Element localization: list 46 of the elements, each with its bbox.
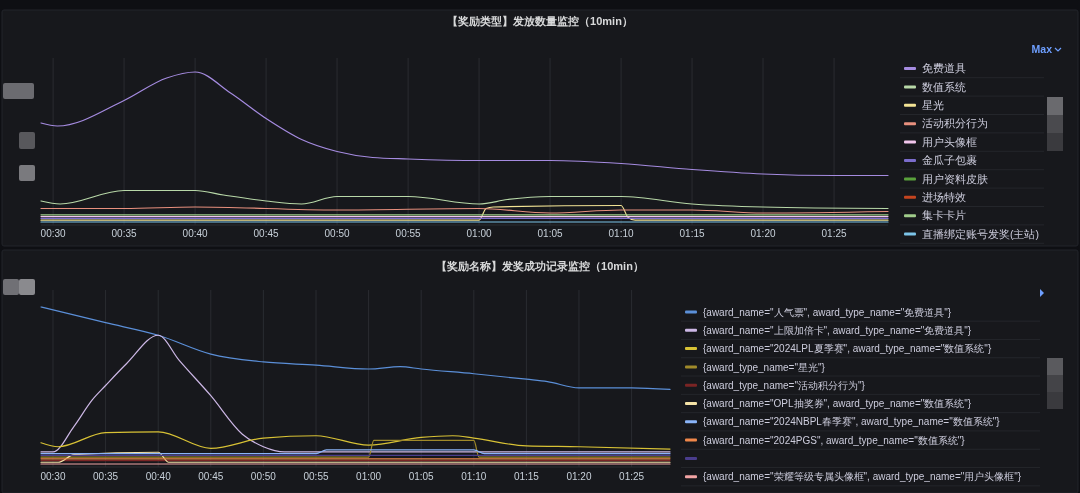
legend-label: 用户资料皮肤 [922,172,988,185]
legend-label: {award_name="2024LPL夏季赛", award_type_name="数值系统"} [703,343,992,355]
legend-label: 金瓜子包裹 [922,154,977,167]
x-tick-label: 00:45 [253,228,280,239]
x-tick-label: 01:25 [619,471,645,482]
x-tick-label: 01:00 [466,228,493,239]
legend-label: {award_name="人气票", award_type_name="免费道具"} [703,306,952,318]
legend-label: 星光 [922,99,944,112]
text: Max [1031,43,1053,55]
x-tick-label: 01:15 [679,228,705,239]
x-tick-label: 00:45 [198,471,224,482]
x-tick-label: 01:25 [821,228,848,239]
x-tick-label: 01:20 [750,228,776,239]
x-tick-label: 01:00 [356,471,382,482]
x-tick-label: 01:05 [537,228,563,239]
x-tick-label: 00:50 [250,471,277,482]
x-tick-label: 01:05 [408,471,435,482]
x-tick-label: 01:10 [461,471,487,482]
x-tick-label: 00:30 [40,471,66,482]
legend-label: 集卡卡片 [922,209,966,222]
legend-label: 数值系统 [922,80,966,93]
x-tick-label: 00:35 [111,228,138,239]
x-tick-label: 01:10 [608,228,635,239]
x-tick-label: 00:40 [145,471,172,482]
x-tick-label: 00:30 [40,228,67,239]
x-tick-label: 00:40 [182,228,209,239]
x-tick-label: 00:35 [93,471,119,482]
legend-label: 用户头像框 [922,135,977,148]
legend-label: {award_type_name="活动积分行为"} [703,379,866,391]
chart-title: 【奖励类型】发放数量监控（10min） [447,15,633,28]
legend-label: {award_name="2024NBPL春季赛", award_type_name="数值系统"} [703,416,1001,428]
x-tick-label: 01:20 [566,471,592,482]
legend-label: {award_name="荣耀等级专属头像框", award_type_name="用户头像框"} [703,471,1022,483]
x-tick-label: 00:55 [303,471,329,482]
chart-title: 【奖励名称】发奖成功记录监控（10min） [436,260,644,273]
legend-label: {award_name="2024PGS", award_type_name="数值系统"} [703,434,966,446]
legend-label: 活动积分行为 [922,117,988,130]
legend-label: {award_name="上限加倍卡", award_type_name="免费道具"} [703,324,972,336]
x-tick-label: 00:50 [324,228,350,239]
legend-label: 免费道具 [922,62,966,75]
legend-label: 进场特效 [922,191,966,204]
legend-label: {award_type_name="星光"} [703,361,826,373]
legend-label: 直播绑定账号发奖(主站) [922,227,1039,240]
x-tick-label: 01:15 [513,471,540,482]
x-tick-label: 00:55 [395,228,422,239]
legend-label: {award_name="OPL抽奖券", award_type_name="数值系统"} [703,398,972,410]
